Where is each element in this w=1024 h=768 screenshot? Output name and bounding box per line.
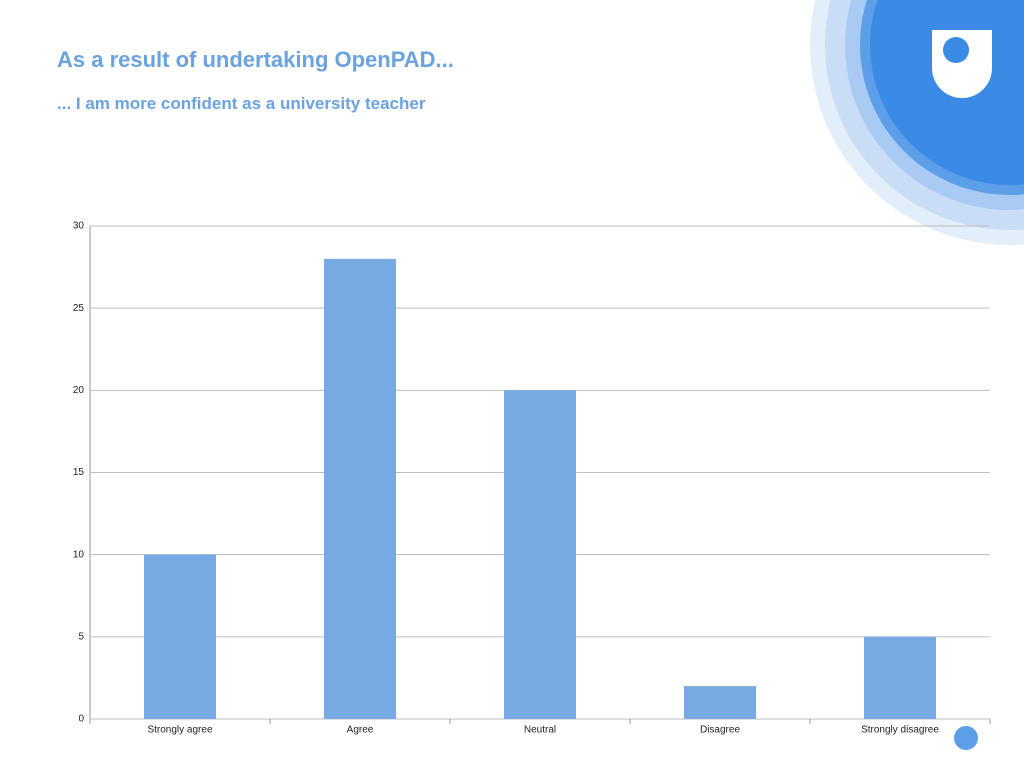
bar	[684, 686, 756, 719]
bar	[864, 636, 936, 719]
bar	[144, 554, 216, 719]
slide-dot	[954, 726, 978, 750]
x-tick-label: Strongly disagree	[861, 725, 939, 736]
bar	[504, 390, 576, 719]
y-tick-label: 25	[73, 303, 85, 314]
bar	[324, 258, 396, 719]
x-tick-label: Agree	[347, 725, 374, 736]
y-tick-label: 20	[73, 385, 85, 396]
chart-subtitle: ... I am more confident as a university …	[57, 94, 426, 113]
chart-title: As a result of undertaking OpenPAD...	[57, 47, 454, 72]
y-tick-label: 15	[73, 467, 85, 478]
y-tick-label: 5	[78, 631, 84, 642]
x-tick-label: Disagree	[700, 725, 740, 736]
x-tick-label: Strongly agree	[147, 725, 212, 736]
y-tick-label: 10	[73, 549, 85, 560]
x-tick-label: Neutral	[524, 725, 556, 736]
logo-decoration	[810, 0, 1024, 245]
y-tick-label: 0	[78, 714, 84, 725]
y-tick-label: 30	[73, 221, 85, 232]
